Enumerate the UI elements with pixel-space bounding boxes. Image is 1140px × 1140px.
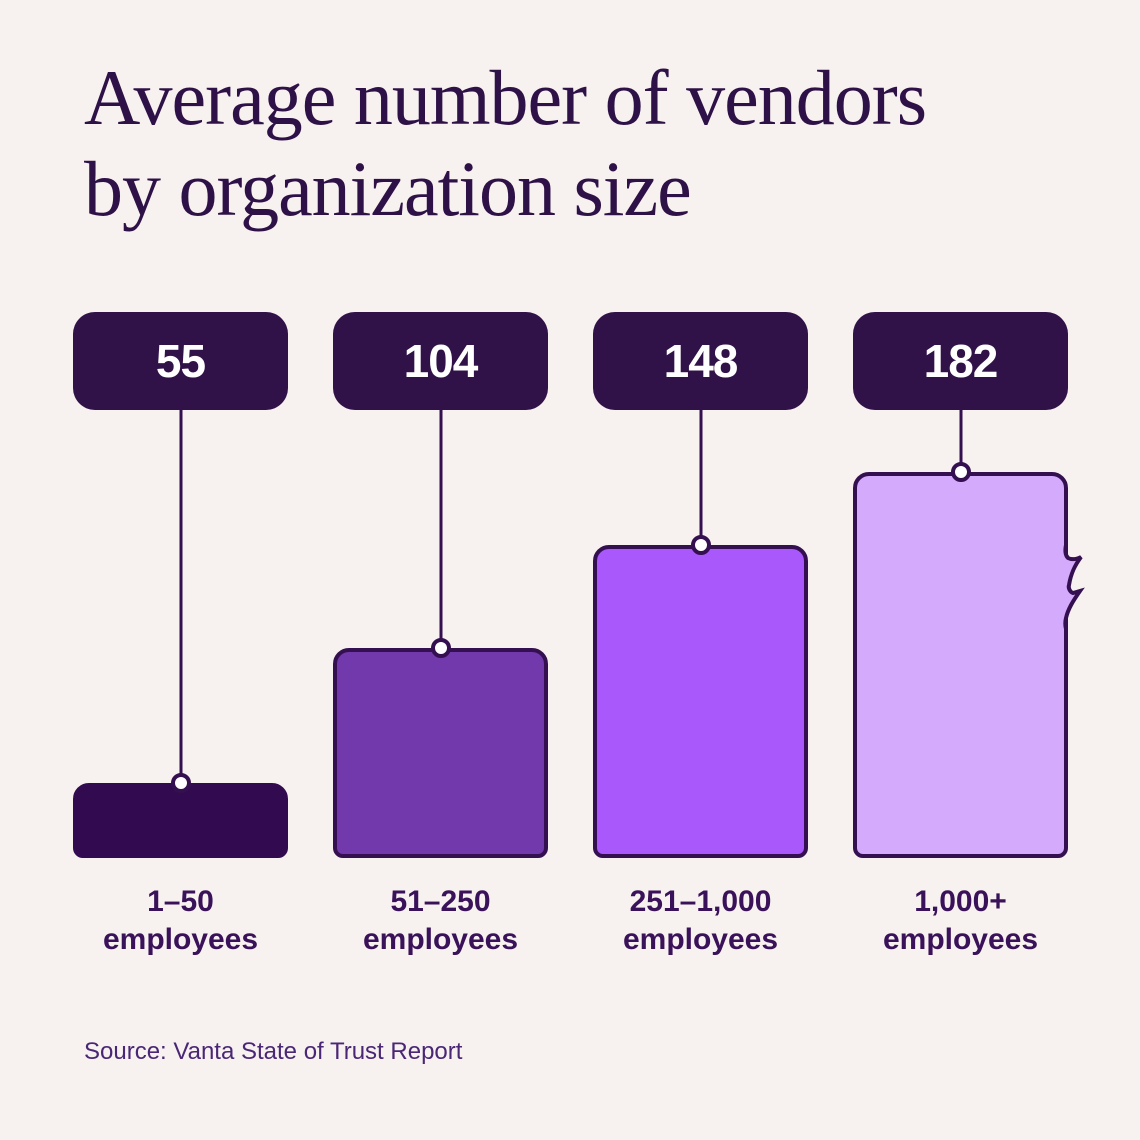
value-badge: 55	[73, 312, 288, 410]
connector-line	[959, 410, 962, 474]
category-label-line1: 51–250	[390, 885, 491, 918]
category-label-line2: employees	[882, 923, 1039, 956]
category-label: 251–1,000 employees	[563, 883, 838, 959]
category-label-line2: employees	[622, 923, 779, 956]
category-label: 51–250 employees	[303, 883, 578, 959]
value-label: 182	[923, 335, 999, 387]
value-label: 104	[403, 335, 479, 387]
connector-dot-icon	[950, 462, 971, 482]
bar-column-1: 55 1–50 employees	[73, 0, 288, 1140]
category-label-line2: employees	[102, 923, 259, 956]
category-label-line1: 251–1,000	[629, 885, 772, 918]
category-label: 1,000+ employees	[823, 883, 1098, 959]
connector-line	[699, 410, 702, 547]
chart-title-line1: Average number of vendors	[84, 54, 927, 141]
value-label: 148	[663, 335, 739, 387]
category-label-line2: employees	[362, 923, 519, 956]
connector-line	[439, 410, 442, 650]
category-label-line1: 1–50	[147, 885, 214, 918]
flourish-icon	[1054, 544, 1085, 630]
connector-dot-icon	[690, 535, 711, 555]
bar	[853, 472, 1085, 858]
category-label-line1: 1,000+	[914, 885, 1007, 918]
bar	[73, 783, 288, 858]
bar-column-4: 182 1,000+ employees	[853, 0, 1085, 1140]
bar	[333, 648, 548, 858]
connector-dot-icon	[170, 773, 191, 793]
category-label: 1–50 employees	[43, 883, 318, 959]
bar	[593, 545, 808, 858]
connector-line	[179, 410, 182, 785]
bar-column-3: 148 251–1,000 employees	[593, 0, 808, 1140]
connector-dot-icon	[430, 638, 451, 658]
value-badge: 182	[853, 312, 1068, 410]
chart-title: Average number of vendors by organization…	[84, 52, 927, 234]
value-badge: 148	[593, 312, 808, 410]
bar-column-2: 104 51–250 employees	[333, 0, 548, 1140]
source-note: Source: Vanta State of Trust Report	[84, 1038, 463, 1065]
value-label: 55	[155, 335, 206, 387]
value-badge: 104	[333, 312, 548, 410]
chart-title-line2: by organization size	[84, 145, 692, 232]
